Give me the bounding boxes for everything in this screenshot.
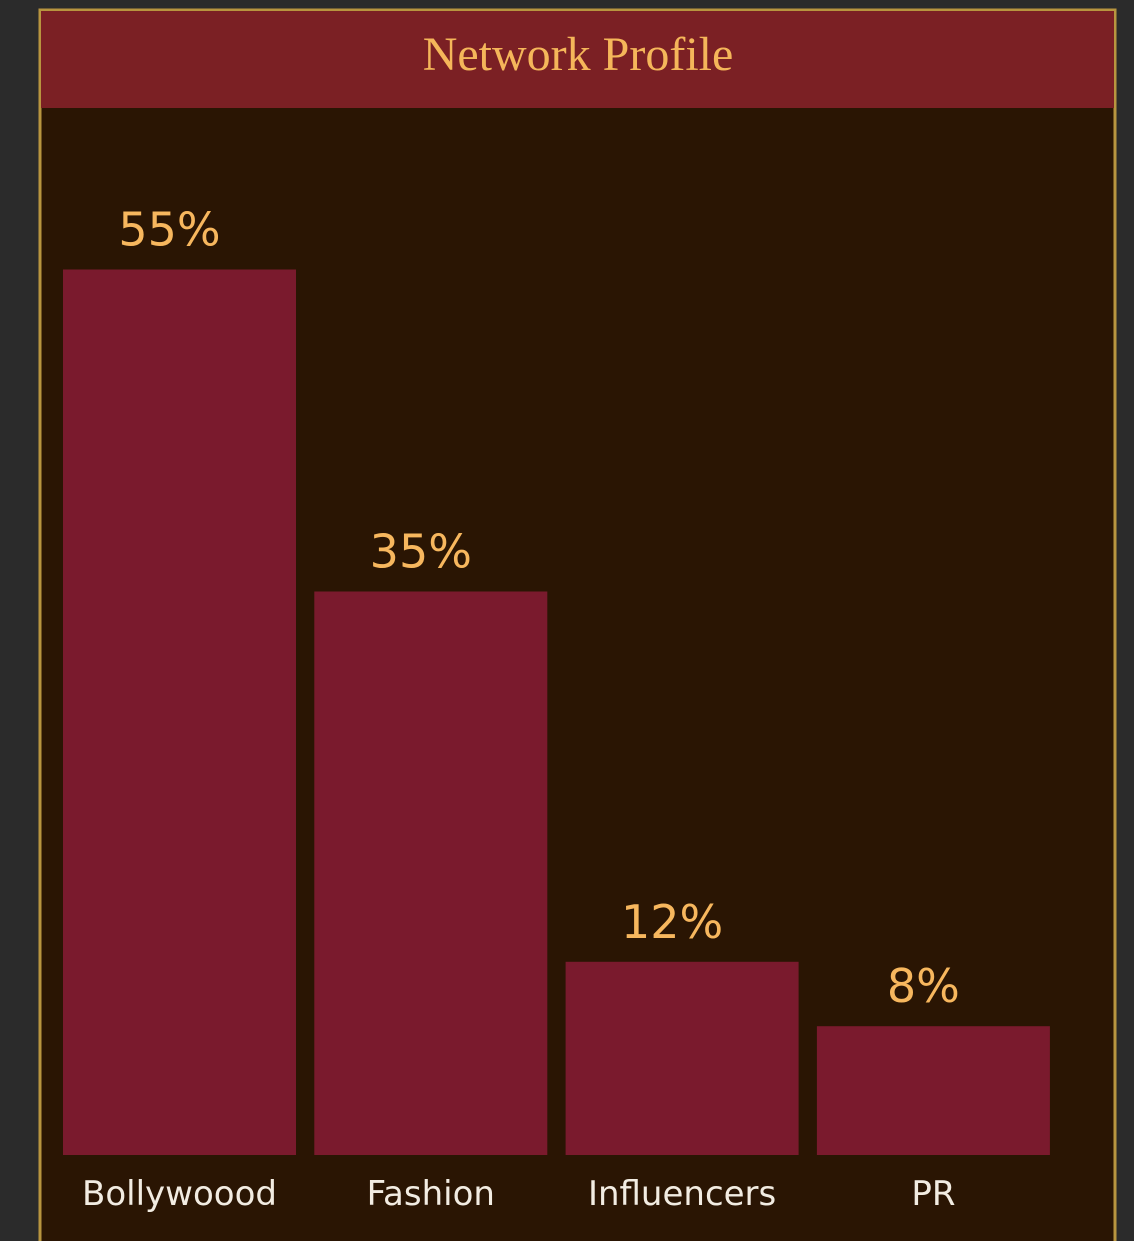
x-tick-label: PR bbox=[911, 1174, 955, 1214]
x-tick-label: Fashion bbox=[367, 1174, 495, 1214]
value-label: 8% bbox=[887, 959, 960, 1013]
bar bbox=[63, 269, 296, 1155]
header-band bbox=[41, 11, 1114, 108]
value-label: 35% bbox=[370, 525, 472, 579]
x-tick-label: Bollywoood bbox=[82, 1174, 277, 1214]
chart-title: Network Profile bbox=[423, 28, 734, 81]
value-label: 12% bbox=[621, 895, 723, 949]
bar bbox=[816, 1026, 1050, 1155]
bar bbox=[314, 591, 548, 1155]
value-label: 55% bbox=[118, 203, 220, 257]
x-tick-label: Influencers bbox=[588, 1174, 776, 1214]
bar bbox=[565, 961, 799, 1155]
